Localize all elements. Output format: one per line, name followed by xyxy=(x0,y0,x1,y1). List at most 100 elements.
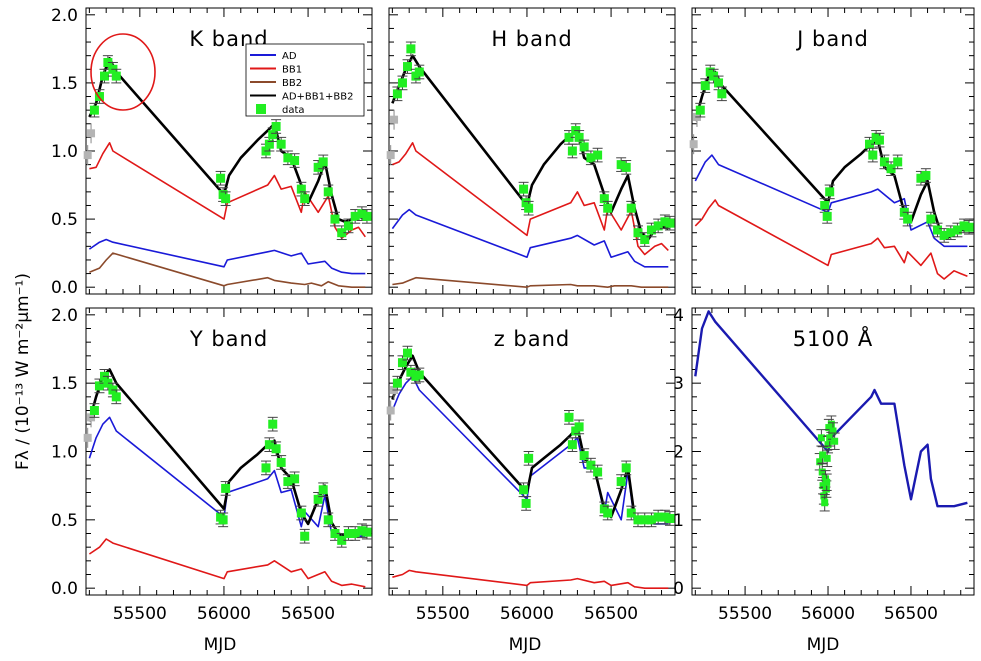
data-point xyxy=(103,57,113,67)
data-point xyxy=(946,228,956,238)
x-axis-label-right: MJD xyxy=(807,635,840,655)
data-point xyxy=(221,194,231,204)
data-point xyxy=(886,164,896,174)
data-point xyxy=(283,153,293,163)
data-point xyxy=(717,89,727,99)
data-point xyxy=(276,457,286,467)
data-point xyxy=(603,508,613,518)
panel-j-band: J band xyxy=(689,7,975,295)
data-point xyxy=(818,468,826,476)
y-tick-label: 1 xyxy=(673,511,684,531)
series-line xyxy=(391,208,669,268)
y-tick-label: 2.0 xyxy=(51,6,78,26)
data-point xyxy=(350,529,360,538)
plot-frame xyxy=(691,307,975,596)
data-point xyxy=(574,132,584,142)
data-point xyxy=(816,458,824,466)
gray-data-point xyxy=(83,433,92,442)
data-point xyxy=(276,139,286,149)
data-point xyxy=(271,444,281,454)
y-axis-label-bottom: Fλ / (10⁻¹³ W m⁻²μm⁻¹) xyxy=(13,273,33,470)
gray-data-point xyxy=(390,115,399,124)
legend-label: data xyxy=(282,105,305,116)
data-point xyxy=(616,477,626,487)
data-point xyxy=(362,527,372,537)
data-point xyxy=(337,535,347,545)
data-point xyxy=(567,440,577,450)
data-point xyxy=(264,440,274,450)
panel-title: Y band xyxy=(189,327,268,351)
legend: AD BB1 BB2 AD+BB1+BB2 data xyxy=(245,43,365,117)
data-point xyxy=(817,434,825,442)
gray-data-point xyxy=(87,129,96,138)
data-point xyxy=(824,441,832,449)
data-point xyxy=(893,157,903,167)
data-point xyxy=(261,463,271,473)
data-point xyxy=(300,194,310,204)
series-line xyxy=(392,569,669,590)
data-point xyxy=(921,171,931,181)
data-point xyxy=(579,451,589,461)
y-tick-label: 1.0 xyxy=(51,443,78,463)
data-point xyxy=(626,508,636,518)
data-point xyxy=(621,463,631,473)
data-point xyxy=(343,529,353,538)
data-point xyxy=(406,44,416,54)
y-tick-label: 0.0 xyxy=(51,579,78,599)
x-tick-label: 56500 xyxy=(884,604,938,624)
data-point xyxy=(695,105,705,115)
gray-data-point xyxy=(386,151,395,160)
data-point xyxy=(593,150,603,160)
data-point xyxy=(821,499,829,507)
data-point xyxy=(593,467,603,477)
data-point xyxy=(89,406,99,415)
series-line xyxy=(391,54,669,241)
data-point xyxy=(330,529,340,538)
data-point xyxy=(579,142,589,152)
data-point xyxy=(586,153,596,163)
data-point xyxy=(879,157,889,167)
data-point xyxy=(640,515,650,525)
data-point xyxy=(414,370,424,380)
data-point xyxy=(290,474,300,484)
data-point xyxy=(403,348,413,358)
gray-data-point xyxy=(83,151,92,160)
y-tick-label: 3 xyxy=(673,374,684,394)
data-point xyxy=(646,225,656,235)
data-point xyxy=(574,422,584,432)
data-point xyxy=(665,513,675,523)
data-point xyxy=(714,78,724,88)
data-point xyxy=(633,228,643,238)
data-point xyxy=(218,515,228,525)
panel-z-band: 55500 56000 56500 z band xyxy=(386,307,676,624)
series-line xyxy=(88,238,366,275)
data-point xyxy=(397,358,407,368)
panel-5100-angstrom: 55500 56000 56500 0 1 2 3 4 5100 Å xyxy=(673,306,975,624)
data-point xyxy=(519,184,529,194)
data-point xyxy=(296,184,306,194)
data-point xyxy=(350,211,360,221)
data-point xyxy=(820,200,830,210)
data-point xyxy=(567,146,577,156)
x-tick-label: 56000 xyxy=(801,604,855,624)
y-tick-label: 0.0 xyxy=(51,278,78,298)
data-point xyxy=(111,71,121,81)
data-point xyxy=(221,483,231,493)
data-point xyxy=(926,214,936,224)
data-point xyxy=(831,437,839,445)
panel-h-band: H band xyxy=(386,7,676,295)
panel-title: J band xyxy=(795,27,869,51)
y-tick-label: 1.5 xyxy=(51,74,78,94)
data-point xyxy=(323,515,333,525)
series-line xyxy=(392,276,669,289)
y-tick-label: 2 xyxy=(673,443,684,463)
x-axis-label-left: MJD xyxy=(204,635,237,655)
data-point xyxy=(403,62,413,72)
series-line xyxy=(694,310,968,508)
gray-data-point xyxy=(689,140,698,149)
data-point xyxy=(916,173,926,183)
data-point xyxy=(296,508,306,518)
data-point xyxy=(290,156,300,166)
y-tick-label: 0 xyxy=(673,579,684,599)
plot-frame xyxy=(85,307,373,596)
